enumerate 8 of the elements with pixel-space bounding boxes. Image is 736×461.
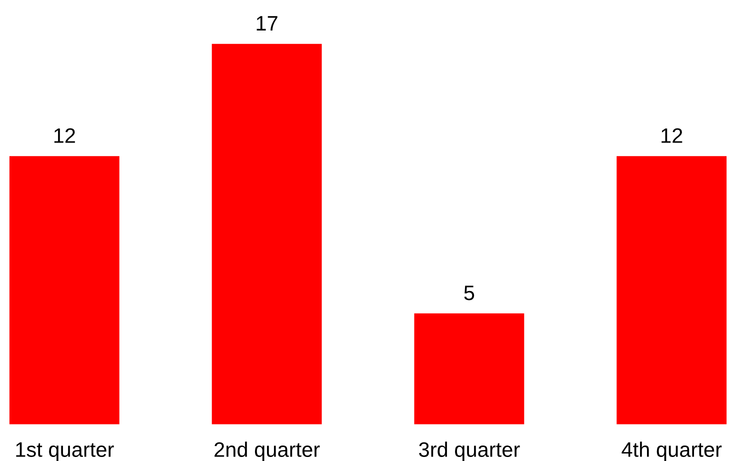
data-label: 12 <box>662 128 682 143</box>
x-tick-label: 1st quarter <box>16 442 114 461</box>
data-label: 5 <box>464 286 474 300</box>
x-tick-label: 3rd quarter <box>419 442 520 461</box>
x-tick-label: 2nd quarter <box>214 442 320 461</box>
data-label: 12 <box>54 128 75 143</box>
x-tick-label: 4th quarter <box>622 442 722 461</box>
data-label: 17 <box>256 16 278 30</box>
